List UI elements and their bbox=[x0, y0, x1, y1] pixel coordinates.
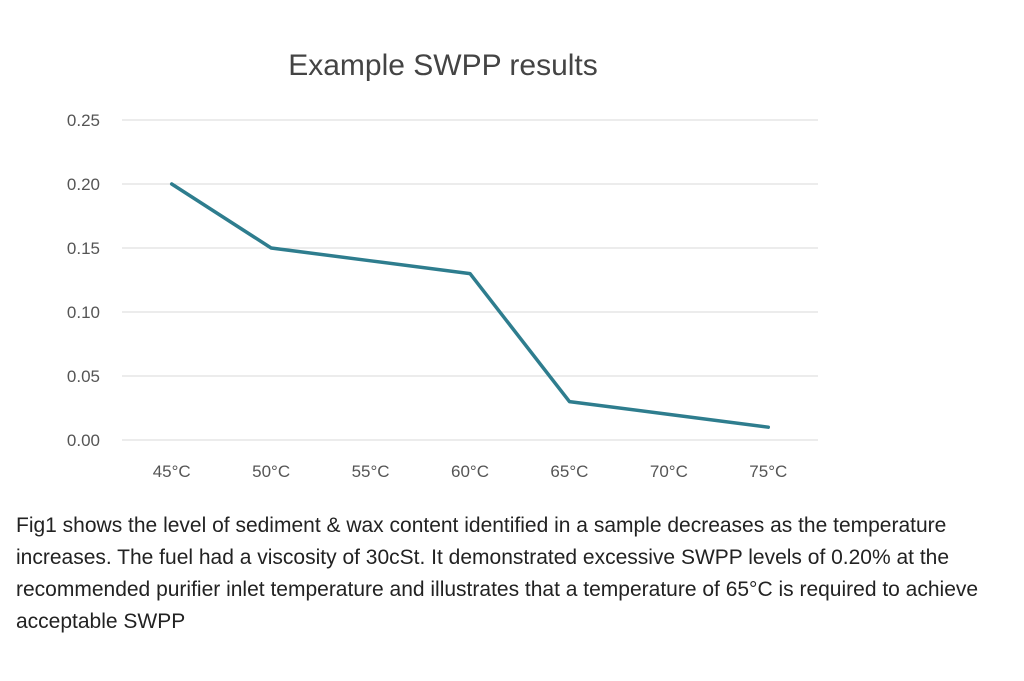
chart-title: Example SWPP results bbox=[288, 49, 598, 82]
line-chart: Example SWPP results 0.00 0.05 0.10 0.15 0.2… bbox=[67, 49, 818, 481]
y-tick-label: 0.20 bbox=[67, 175, 100, 194]
y-tick-label: 0.15 bbox=[67, 239, 100, 258]
figure-caption: Fig1 shows the level of sediment & wax c… bbox=[16, 514, 979, 633]
y-tick-label: 0.10 bbox=[67, 303, 100, 322]
x-tick-label: 70°C bbox=[650, 462, 688, 481]
x-axis-ticks: 45°C 50°C 55°C 60°C 65°C 70°C 75°C bbox=[153, 462, 788, 481]
y-tick-label: 0.25 bbox=[67, 111, 100, 130]
y-axis-ticks: 0.00 0.05 0.10 0.15 0.20 0.25 bbox=[67, 111, 100, 450]
x-tick-label: 55°C bbox=[352, 462, 390, 481]
series-layer bbox=[169, 182, 771, 429]
series-line-0 bbox=[169, 182, 771, 429]
gridlines bbox=[122, 119, 818, 441]
x-tick-label: 75°C bbox=[749, 462, 787, 481]
x-tick-label: 60°C bbox=[451, 462, 489, 481]
y-tick-label: 0.00 bbox=[67, 431, 100, 450]
x-tick-label: 50°C bbox=[252, 462, 290, 481]
x-tick-label: 45°C bbox=[153, 462, 191, 481]
y-tick-label: 0.05 bbox=[67, 367, 100, 386]
x-tick-label: 65°C bbox=[550, 462, 588, 481]
